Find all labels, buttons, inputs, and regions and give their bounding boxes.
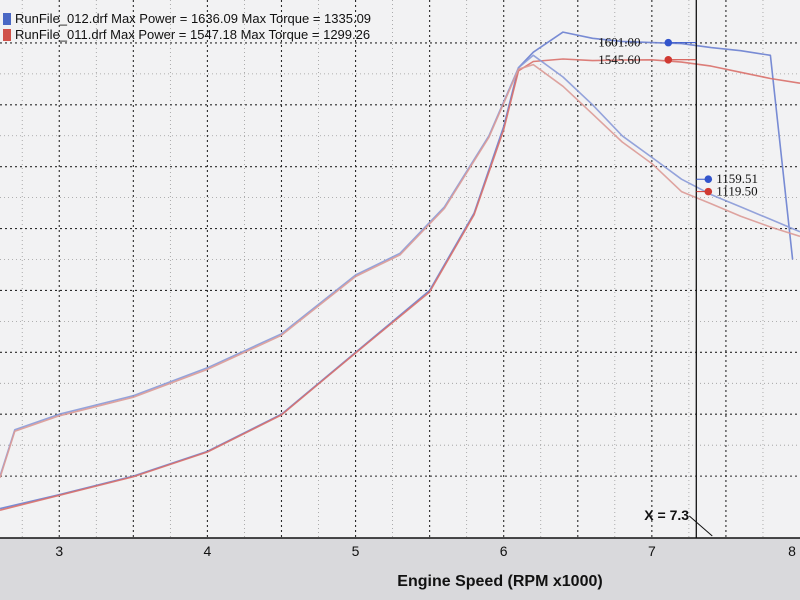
legend: RunFile_012.drf Max Power = 1636.09 Max … — [3, 11, 371, 42]
x-tick-label: 6 — [500, 543, 508, 559]
cursor-value-label: 1119.50 — [716, 184, 757, 199]
x-tick-label: 7 — [648, 543, 656, 559]
series-group — [0, 31, 800, 511]
cursor-value-label: 1545.60 — [598, 52, 640, 67]
x-tick-label: 3 — [55, 543, 63, 559]
x-axis-title: Engine Speed (RPM x1000) — [397, 573, 602, 590]
x-tick-labels: 3 4 5 6 7 8 — [55, 543, 796, 559]
cursor-x-pointer — [688, 515, 713, 537]
x-tick-label: 5 — [352, 543, 360, 559]
plot-area — [0, 0, 800, 538]
cursor-x-label: X = 7.3 — [644, 507, 689, 523]
series-line-4 — [0, 63, 800, 478]
x-tick-label: 4 — [204, 543, 212, 559]
legend-entry: RunFile_012.drf Max Power = 1636.09 Max … — [15, 11, 371, 26]
grid — [0, 0, 800, 538]
legend-swatch — [3, 29, 11, 41]
x-tick-label: 8 — [788, 543, 796, 559]
series-line-3 — [0, 54, 800, 477]
cursor-value-label: 1159.51 — [716, 171, 758, 186]
legend-swatch — [3, 13, 11, 25]
legend-entry: RunFile_011.drf Max Power = 1547.18 Max … — [15, 27, 370, 42]
cursor-value-label: 1601.00 — [598, 35, 640, 50]
